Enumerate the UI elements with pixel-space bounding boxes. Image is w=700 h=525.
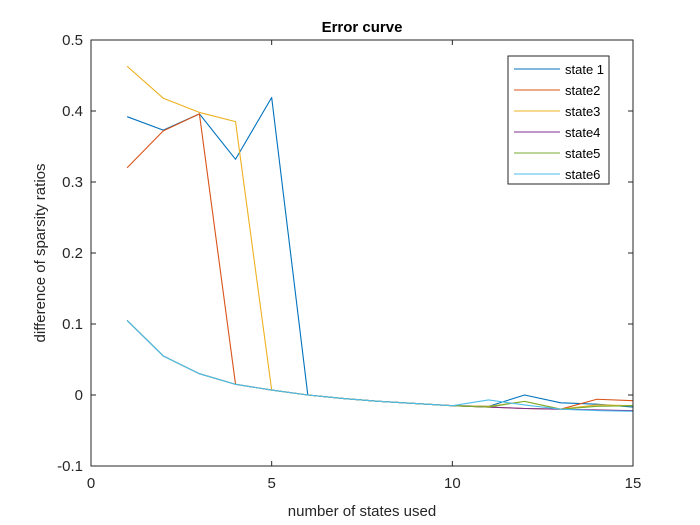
- chart-title: Error curve: [322, 19, 403, 36]
- legend-label: state3: [565, 104, 600, 119]
- x-tick-label: 10: [444, 475, 461, 492]
- y-tick-label: 0.3: [62, 174, 83, 191]
- legend-label: state 1: [565, 62, 604, 77]
- y-tick-label: 0.4: [62, 103, 83, 120]
- x-tick-label: 5: [267, 475, 275, 492]
- y-axis-label: difference of sparsity ratios: [32, 164, 49, 343]
- x-axis-label: number of states used: [288, 503, 436, 520]
- tick-layer: 0 5 10 15-0.100.10.20.30.40.5: [57, 32, 641, 492]
- legend-box: [507, 55, 610, 185]
- legend-label: state4: [565, 125, 600, 140]
- series-line-6: [126, 320, 634, 412]
- x-tick-label: 15: [625, 475, 642, 492]
- legend: state 1 state2 state3 state4 state5 state6: [507, 55, 610, 185]
- y-tick-label: 0.2: [62, 245, 83, 262]
- y-tick-label: 0: [75, 387, 83, 404]
- legend-label: state5: [565, 146, 600, 161]
- y-tick-label: 0.5: [62, 32, 83, 49]
- x-tick-label: 0: [87, 475, 95, 492]
- series-layer: [126, 65, 634, 412]
- y-tick-label: 0.1: [62, 316, 83, 333]
- y-tick-label: -0.1: [57, 458, 83, 475]
- legend-label: state2: [565, 83, 600, 98]
- legend-label: state6: [565, 167, 600, 182]
